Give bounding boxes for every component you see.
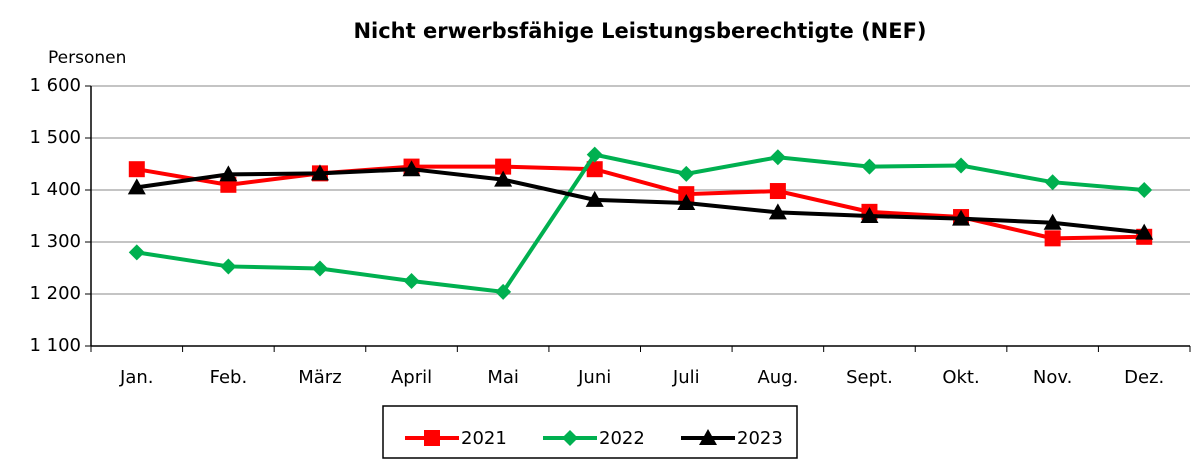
series-marker: [1044, 174, 1061, 191]
series-marker: [128, 244, 145, 261]
y-axis-label: Personen: [48, 48, 126, 68]
legend-box: [382, 405, 798, 459]
x-tick-label: Dez.: [1124, 367, 1164, 388]
series-marker: [402, 160, 421, 177]
series-marker: [220, 258, 237, 275]
series-marker: [494, 170, 513, 187]
y-tick-label: 1 600: [29, 75, 81, 96]
x-tick-label: Feb.: [210, 367, 248, 388]
legend-marker: [562, 430, 578, 446]
series-marker: [677, 194, 696, 210]
x-tick-label: Okt.: [942, 367, 979, 388]
legend-label: 2021: [461, 428, 507, 449]
legend-label: 2022: [599, 428, 645, 449]
series-marker: [860, 207, 879, 223]
series-marker: [861, 158, 878, 175]
series-marker: [585, 190, 604, 207]
series-marker: [495, 158, 512, 175]
series-marker: [310, 164, 329, 181]
y-tick-label: 1 200: [29, 283, 81, 304]
x-tick-label: Juni: [577, 367, 611, 388]
series-marker: [769, 183, 786, 200]
series-marker: [1135, 223, 1154, 240]
series-marker: [495, 283, 512, 300]
y-tick-label: 1 100: [29, 335, 81, 356]
x-tick-label: April: [391, 367, 432, 388]
x-tick-label: Aug.: [757, 367, 798, 388]
series-line: [136, 167, 1145, 235]
x-tick-label: Juli: [672, 367, 700, 388]
legend-marker: [699, 429, 717, 445]
series-marker: [952, 209, 971, 226]
x-tick-label: Mai: [487, 367, 519, 388]
x-tick-label: Nov.: [1033, 367, 1072, 388]
chart-title: Nicht erwerbsfähige Leistungsberechtigte…: [353, 19, 926, 43]
series-marker: [769, 149, 786, 166]
series-marker: [127, 178, 146, 195]
series-marker: [128, 161, 145, 178]
x-tick-label: Sept.: [846, 367, 893, 388]
legend-label: 2023: [737, 428, 783, 449]
series-marker: [403, 273, 420, 289]
y-tick-label: 1 300: [29, 231, 81, 252]
y-tick-label: 1 400: [29, 179, 81, 200]
series-marker: [311, 260, 328, 277]
x-tick-label: Jan.: [119, 367, 153, 388]
series-marker: [1136, 182, 1153, 198]
series-marker: [678, 165, 695, 182]
series-marker: [219, 165, 238, 182]
x-tick-label: März: [298, 367, 341, 388]
series-marker: [953, 157, 970, 174]
y-tick-label: 1 500: [29, 127, 81, 148]
series-marker: [768, 203, 787, 220]
series-line: [136, 152, 1145, 295]
legend-marker: [424, 430, 440, 446]
series-marker: [586, 146, 603, 163]
series-marker: [1044, 230, 1061, 247]
series-marker: [586, 161, 603, 178]
series-marker: [1043, 213, 1062, 230]
